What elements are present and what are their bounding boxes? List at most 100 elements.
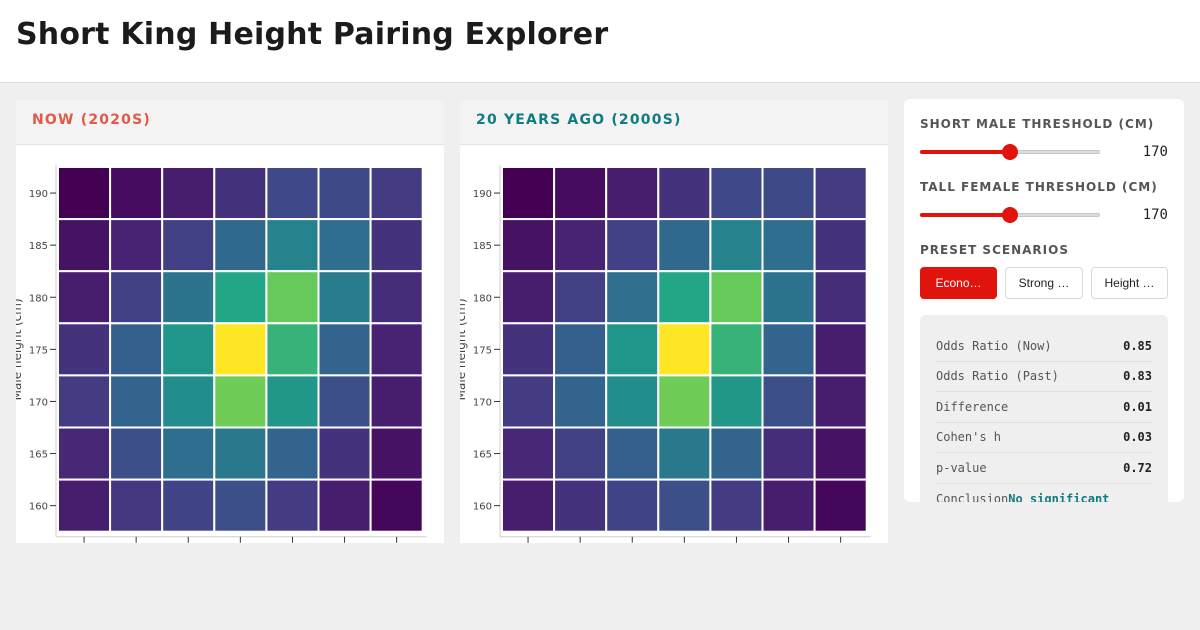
heatmap-cell[interactable]	[761, 166, 816, 221]
heatmap-cell[interactable]	[553, 374, 608, 429]
heatmap-cell[interactable]	[265, 322, 320, 377]
heatmap-cell[interactable]	[57, 270, 112, 325]
heatmap-cell[interactable]	[161, 166, 216, 221]
heatmap-cell[interactable]	[605, 322, 660, 377]
male-threshold-slider[interactable]	[920, 144, 1100, 160]
heatmap-cell[interactable]	[317, 322, 372, 377]
heatmap-cell[interactable]	[553, 218, 608, 273]
heatmap-cell[interactable]	[657, 270, 712, 325]
heatmap-cell[interactable]	[265, 166, 320, 221]
heatmap-cell[interactable]	[501, 374, 556, 429]
heatmap-cell[interactable]	[369, 270, 424, 325]
heatmap-cell[interactable]	[265, 218, 320, 273]
heatmap-cell[interactable]	[369, 374, 424, 429]
heatmap-cell[interactable]	[109, 374, 164, 429]
heatmap-cell[interactable]	[813, 218, 868, 273]
heatmap-cell[interactable]	[161, 478, 216, 533]
heatmap-cell[interactable]	[109, 426, 164, 481]
heatmap-cell[interactable]	[161, 218, 216, 273]
heatmap-cell[interactable]	[605, 218, 660, 273]
heatmap-cell[interactable]	[109, 218, 164, 273]
heatmap-cell[interactable]	[109, 478, 164, 533]
heatmap-cell[interactable]	[709, 478, 764, 533]
heatmap-cell[interactable]	[501, 270, 556, 325]
heatmap-cell[interactable]	[161, 374, 216, 429]
heatmap-cell[interactable]	[605, 374, 660, 429]
heatmap-cell[interactable]	[709, 218, 764, 273]
heatmap-cell[interactable]	[109, 322, 164, 377]
heatmap-cell[interactable]	[657, 478, 712, 533]
heatmap-cell[interactable]	[709, 374, 764, 429]
heatmap-cell[interactable]	[813, 322, 868, 377]
slider-thumb[interactable]	[1002, 144, 1018, 160]
heatmap-cell[interactable]	[369, 322, 424, 377]
heatmap-cell[interactable]	[657, 426, 712, 481]
heatmap-cell[interactable]	[265, 478, 320, 533]
heatmap-cell[interactable]	[553, 478, 608, 533]
heatmap-cell[interactable]	[761, 218, 816, 273]
heatmap-cell[interactable]	[501, 426, 556, 481]
heatmap-cell[interactable]	[657, 374, 712, 429]
heatmap-cell[interactable]	[57, 166, 112, 221]
heatmap-cell[interactable]	[709, 270, 764, 325]
heatmap-cell[interactable]	[657, 166, 712, 221]
heatmap-cell[interactable]	[109, 270, 164, 325]
heatmap-cell[interactable]	[369, 426, 424, 481]
heatmap-cell[interactable]	[761, 270, 816, 325]
female-threshold-slider[interactable]	[920, 207, 1100, 223]
heatmap-cell[interactable]	[369, 478, 424, 533]
heatmap-cell[interactable]	[709, 166, 764, 221]
heatmap-cell[interactable]	[161, 322, 216, 377]
heatmap-cell[interactable]	[813, 426, 868, 481]
heatmap-cell[interactable]	[317, 166, 372, 221]
heatmap-cell[interactable]	[813, 374, 868, 429]
heatmap-cell[interactable]	[761, 322, 816, 377]
heatmap-cell[interactable]	[213, 270, 268, 325]
heatmap-cell[interactable]	[501, 478, 556, 533]
preset-strong-button[interactable]: Strong …	[1005, 267, 1083, 299]
heatmap-cell[interactable]	[161, 270, 216, 325]
heatmap-cell[interactable]	[265, 270, 320, 325]
heatmap-cell[interactable]	[813, 270, 868, 325]
heatmap-cell[interactable]	[57, 322, 112, 377]
heatmap-cell[interactable]	[501, 322, 556, 377]
heatmap-cell[interactable]	[813, 166, 868, 221]
heatmap-cell[interactable]	[709, 426, 764, 481]
heatmap-cell[interactable]	[213, 218, 268, 273]
heatmap-cell[interactable]	[213, 374, 268, 429]
heatmap-cell[interactable]	[317, 478, 372, 533]
heatmap-cell[interactable]	[369, 166, 424, 221]
heatmap-cell[interactable]	[109, 166, 164, 221]
heatmap-cell[interactable]	[605, 426, 660, 481]
heatmap-cell[interactable]	[813, 478, 868, 533]
heatmap-cell[interactable]	[317, 426, 372, 481]
heatmap-cell[interactable]	[57, 218, 112, 273]
heatmap-cell[interactable]	[317, 374, 372, 429]
heatmap-cell[interactable]	[57, 374, 112, 429]
heatmap-cell[interactable]	[709, 322, 764, 377]
heatmap-cell[interactable]	[553, 426, 608, 481]
heatmap-cell[interactable]	[317, 270, 372, 325]
heatmap-cell[interactable]	[605, 478, 660, 533]
heatmap-cell[interactable]	[317, 218, 372, 273]
preset-economic-button[interactable]: Econo…	[920, 267, 997, 299]
heatmap-cell[interactable]	[605, 270, 660, 325]
preset-height-button[interactable]: Height …	[1091, 267, 1168, 299]
heatmap-cell[interactable]	[213, 166, 268, 221]
heatmap-cell[interactable]	[605, 166, 660, 221]
heatmap-cell[interactable]	[265, 374, 320, 429]
heatmap-cell[interactable]	[501, 218, 556, 273]
heatmap-cell[interactable]	[553, 270, 608, 325]
heatmap-cell[interactable]	[553, 322, 608, 377]
heatmap-cell[interactable]	[553, 166, 608, 221]
heatmap-cell[interactable]	[501, 166, 556, 221]
heatmap-cell[interactable]	[761, 478, 816, 533]
heatmap-cell[interactable]	[213, 322, 268, 377]
heatmap-cell[interactable]	[213, 426, 268, 481]
heatmap-cell[interactable]	[761, 374, 816, 429]
heatmap-cell[interactable]	[161, 426, 216, 481]
heatmap-cell[interactable]	[657, 322, 712, 377]
heatmap-cell[interactable]	[369, 218, 424, 273]
heatmap-cell[interactable]	[761, 426, 816, 481]
heatmap-cell[interactable]	[657, 218, 712, 273]
